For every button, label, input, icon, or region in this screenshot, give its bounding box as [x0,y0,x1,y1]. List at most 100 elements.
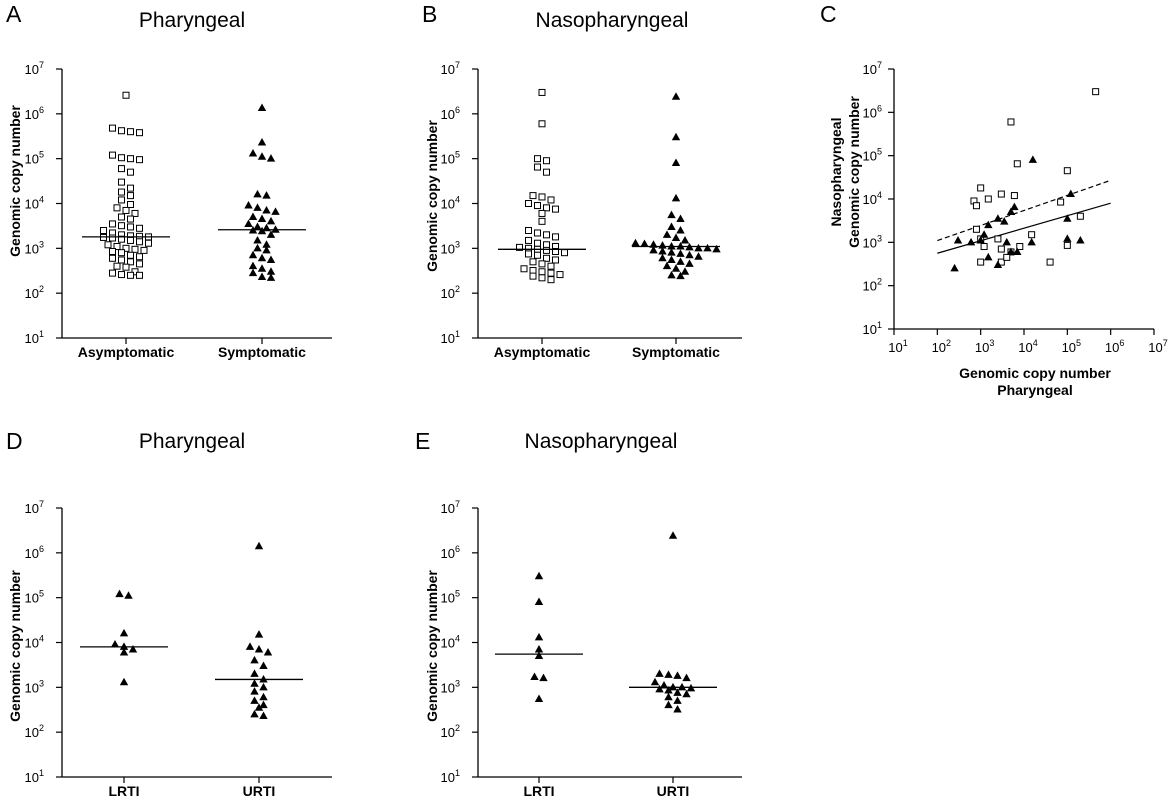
tick-label: 105 [441,589,460,606]
data-point [119,628,129,637]
data-point [136,156,143,164]
data-point [248,212,258,220]
panel-c-plot: 101 101 102 102 103 103 104 104 105 105 106 106 107 1… [863,60,1168,355]
data-point [115,589,124,598]
tick-label: 106 [25,544,44,561]
data-point [266,216,276,225]
data-point [128,644,138,653]
data-point [118,256,125,264]
tick-label: 106 [441,544,460,561]
data-point [682,689,691,698]
data-point [972,202,980,210]
data-point [122,244,130,252]
data-point [122,206,130,214]
panel-d-y-axis-label: Genomic copy number [7,570,23,722]
data-point [250,696,259,704]
data-point [136,238,143,246]
tick-label: 102 [25,284,44,301]
data-point [561,249,568,257]
tick-label: 104 [25,634,44,651]
data-point [529,267,537,275]
panel-letter-b: B [422,1,437,27]
panel-a-y-axis-label: Genomic copy number [7,105,23,257]
data-point [534,251,541,259]
data-point [685,250,694,259]
data-point [119,647,129,656]
data-point [534,644,544,653]
data-point [534,202,541,210]
data-point [248,250,258,259]
data-point [667,241,676,250]
data-point [1027,237,1036,246]
data-point [664,685,673,694]
data-point [118,165,125,173]
data-point [534,632,544,641]
tick-label: 104 [441,634,460,651]
data-point [534,155,541,163]
data-point [1013,160,1021,168]
data-point [1003,253,1011,261]
data-point [1076,236,1085,244]
tick-label: 102 [25,723,44,740]
data-point [530,672,539,681]
data-point [525,226,532,234]
data-point [712,244,721,253]
data-point [977,258,985,266]
data-point [664,700,673,709]
data-point [993,260,1003,268]
data-point [1028,231,1036,239]
tick-label: 105 [1062,338,1081,355]
data-point [539,673,548,682]
data-point [259,700,268,709]
data-point [1063,241,1071,249]
data-point [1007,118,1015,126]
data-point [1010,202,1019,211]
data-point [109,247,116,255]
data-point [254,541,264,550]
data-point [671,193,681,202]
data-point [118,196,125,204]
tick-label: 101 [25,768,44,785]
panel-c: C Nasopharyngeal Genomic copy number Gen… [820,1,1111,398]
tick-label: 105 [863,147,882,164]
data-point [1076,212,1084,220]
tick-label: 101 [888,338,907,355]
data-point [972,225,980,233]
data-point [119,642,129,650]
data-point [673,688,682,696]
panel-letter-c: C [820,1,837,27]
tick-label: 104 [1018,338,1037,355]
data-point [136,253,143,261]
data-point [682,673,691,682]
data-point [127,215,134,223]
data-point [131,268,139,276]
data-point [119,677,129,686]
data-point [250,687,259,695]
panel-d-plot: 101 102 103 104 105 106 107 [25,499,332,785]
panel-e-category-label: LRTI [523,783,554,799]
data-point [127,271,134,279]
data-point [127,258,134,266]
data-point [250,709,259,718]
data-point [953,236,963,244]
data-point [1006,207,1016,216]
panel-e-title: Nasopharyngeal [525,430,678,453]
tick-label: 106 [1105,338,1124,355]
data-point [136,260,143,268]
panel-c-y-axis-label-line2: Genomic copy number [846,96,862,248]
data-point [253,222,262,230]
panel-d-title: Pharyngeal [139,430,245,453]
data-point [529,272,537,280]
data-point [1092,88,1100,96]
tick-label: 101 [441,768,460,785]
tick-label: 107 [441,60,460,77]
data-point [534,694,544,702]
data-point [118,249,125,257]
data-point [118,271,125,279]
tick-label: 106 [441,105,460,122]
data-point [1028,155,1038,163]
tick-label: 106 [25,105,44,122]
data-point [266,255,276,263]
data-point [694,252,703,260]
data-point [538,88,546,96]
